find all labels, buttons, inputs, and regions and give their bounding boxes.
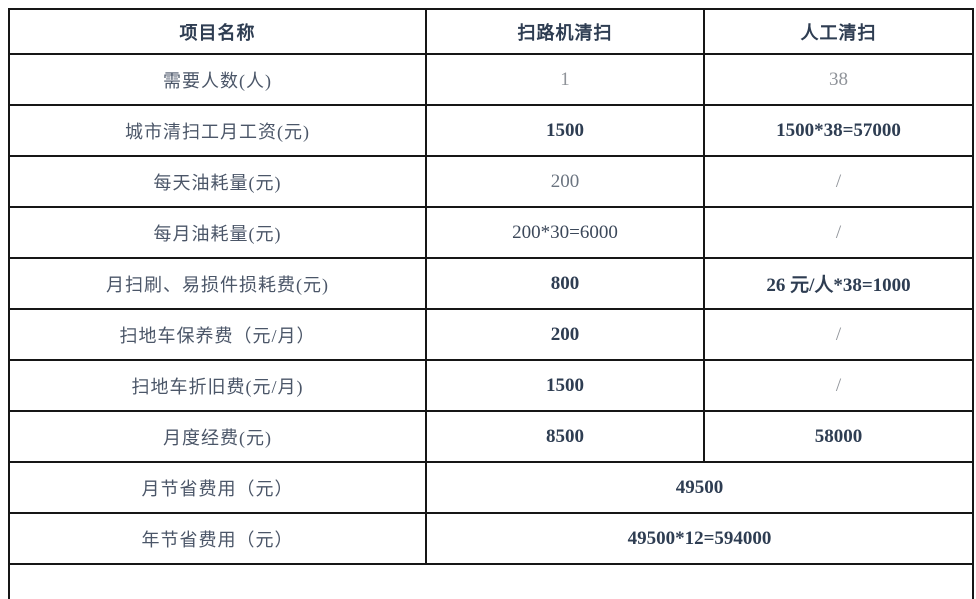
manual-value: 38 <box>829 68 848 90</box>
row-label-cell: 城市清扫工月工资(元) <box>8 104 427 157</box>
table-row: 每天油耗量(元) 200 / <box>8 155 974 208</box>
manual-value-cell: 58000 <box>703 410 974 463</box>
manual-value-cell: 1500*38=57000 <box>703 104 974 157</box>
row-label: 需要人数(人) <box>163 70 272 91</box>
row-label: 扫地车保养费（元/月） <box>119 325 316 346</box>
machine-value-cell: 200 <box>425 155 705 208</box>
header-manual-cleaning-label: 人工清扫 <box>800 22 877 43</box>
partial-row-cell <box>8 563 974 599</box>
table-row: 需要人数(人) 1 38 <box>8 53 974 106</box>
machine-value: 1500 <box>546 119 584 141</box>
manual-value-cell: / <box>703 206 974 259</box>
machine-value-cell: 8500 <box>425 410 705 463</box>
manual-value: 26 元/人*38=1000 <box>766 275 911 296</box>
manual-value: / <box>835 374 842 396</box>
row-label: 扫地车折旧费(元/月) <box>131 376 304 397</box>
row-label: 月扫刷、易损件损耗费(元) <box>106 274 329 295</box>
machine-value-cell: 200 <box>425 308 705 361</box>
manual-value-cell: / <box>703 359 974 412</box>
table-row-partial <box>8 563 974 599</box>
machine-value-cell: 1500 <box>425 104 705 157</box>
row-label-cell: 扫地车折旧费(元/月) <box>8 359 427 412</box>
table-row-merged: 月节省费用（元） 49500 <box>8 461 974 514</box>
row-label-cell: 年节省费用（元） <box>8 512 427 565</box>
machine-value: 1500 <box>546 374 584 396</box>
row-label-cell: 月扫刷、易损件损耗费(元) <box>8 257 427 310</box>
table-header-row: 项目名称 扫路机清扫 人工清扫 <box>8 8 974 55</box>
table-row-merged: 年节省费用（元） 49500*12=594000 <box>8 512 974 565</box>
row-label: 月节省费用（元） <box>141 478 294 499</box>
manual-value-cell: / <box>703 155 974 208</box>
row-label-cell: 月节省费用（元） <box>8 461 427 514</box>
manual-value: / <box>835 323 842 345</box>
table-row: 月度经费(元) 8500 58000 <box>8 410 974 463</box>
manual-value: 58000 <box>814 425 863 447</box>
machine-value: 200 <box>550 323 580 345</box>
machine-value: 8500 <box>546 425 584 447</box>
machine-value-cell: 200*30=6000 <box>425 206 705 259</box>
table-row: 月扫刷、易损件损耗费(元) 800 26 元/人*38=1000 <box>8 257 974 310</box>
manual-value-cell: / <box>703 308 974 361</box>
machine-value: 800 <box>550 272 580 294</box>
row-label-cell: 月度经费(元) <box>8 410 427 463</box>
header-sweeper-cleaning-label: 扫路机清扫 <box>517 22 613 43</box>
machine-value: 200 <box>550 170 580 192</box>
merged-value: 49500 <box>675 476 724 498</box>
machine-value: 1 <box>560 68 570 90</box>
row-label-cell: 需要人数(人) <box>8 53 427 106</box>
cost-comparison-table: 项目名称 扫路机清扫 人工清扫 需要人数(人) 1 38 城市清扫工月工资(元)… <box>8 8 974 599</box>
row-label: 月度经费(元) <box>163 427 272 448</box>
manual-value: 1500*38=57000 <box>776 119 901 141</box>
manual-value-cell: 38 <box>703 53 974 106</box>
row-label: 城市清扫工月工资(元) <box>125 121 310 142</box>
row-label-cell: 每天油耗量(元) <box>8 155 427 208</box>
row-label: 每月油耗量(元) <box>153 223 282 244</box>
header-project-name: 项目名称 <box>8 8 427 55</box>
manual-value: / <box>835 170 842 192</box>
row-label-cell: 每月油耗量(元) <box>8 206 427 259</box>
header-project-name-label: 项目名称 <box>179 22 256 43</box>
machine-value: 200*30=6000 <box>512 221 618 243</box>
header-manual-cleaning: 人工清扫 <box>703 8 974 55</box>
table-row: 城市清扫工月工资(元) 1500 1500*38=57000 <box>8 104 974 157</box>
table-row: 每月油耗量(元) 200*30=6000 / <box>8 206 974 259</box>
manual-value: / <box>835 221 842 243</box>
table-row: 扫地车保养费（元/月） 200 / <box>8 308 974 361</box>
machine-value-cell: 1500 <box>425 359 705 412</box>
row-label-cell: 扫地车保养费（元/月） <box>8 308 427 361</box>
header-sweeper-cleaning: 扫路机清扫 <box>425 8 705 55</box>
merged-value-cell: 49500*12=594000 <box>425 512 974 565</box>
merged-value: 49500*12=594000 <box>627 527 772 549</box>
row-label: 每天油耗量(元) <box>153 172 282 193</box>
machine-value-cell: 1 <box>425 53 705 106</box>
row-label: 年节省费用（元） <box>141 529 294 550</box>
machine-value-cell: 800 <box>425 257 705 310</box>
manual-value-cell: 26 元/人*38=1000 <box>703 257 974 310</box>
table-row: 扫地车折旧费(元/月) 1500 / <box>8 359 974 412</box>
merged-value-cell: 49500 <box>425 461 974 514</box>
